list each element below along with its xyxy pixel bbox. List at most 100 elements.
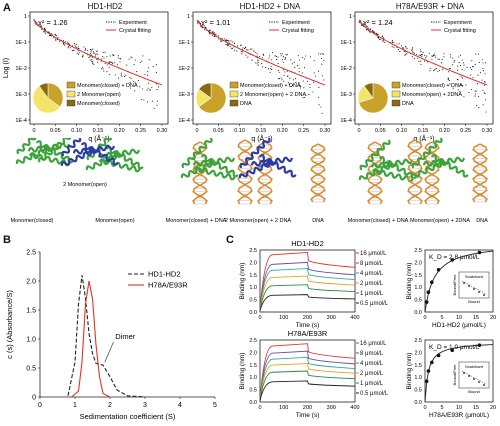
experiment-point: [96, 58, 98, 60]
experiment-point: [420, 49, 422, 51]
experiment-point: [253, 50, 255, 52]
saxs-plot-2: 1 1E-1 1E-2 1E-3 1E-4 0 0.05 0.10 0.15 0.20 0.25 0.…: [178, 11, 332, 143]
experiment-point: [50, 33, 52, 35]
experiment-point: [478, 106, 480, 108]
experiment-point: [198, 20, 200, 22]
experiment-point: [142, 55, 144, 57]
experiment-point: [270, 65, 272, 67]
y-tick-label: 1.5: [414, 273, 422, 279]
experiment-point: [474, 64, 476, 66]
alpha-helix: [85, 151, 125, 171]
sensorgram-trace: [259, 284, 356, 311]
experiment-point: [405, 47, 407, 49]
experiment-point: [360, 20, 362, 22]
experiment-point: [270, 68, 272, 70]
experiment-point: [268, 57, 270, 59]
binding-point: [477, 343, 482, 347]
experiment-point: [130, 77, 132, 80]
alpha-helix: [259, 154, 297, 178]
experiment-point: [139, 86, 141, 88]
experiment-point: [434, 55, 436, 57]
scatchard-xlabel: Bound: [468, 299, 480, 304]
complex-structure: [238, 138, 297, 179]
experiment-point: [460, 65, 462, 67]
experiment-point: [468, 91, 470, 94]
experiment-point: [402, 47, 404, 49]
experiment-point: [481, 79, 483, 81]
experiment-point: [365, 26, 367, 28]
legend-label: H78A/E93R: [148, 281, 188, 290]
binding-label: Binding (nm): [239, 263, 246, 300]
experiment-point: [121, 75, 123, 77]
experiment-point: [244, 47, 246, 49]
experiment-point: [233, 42, 235, 44]
experiment-point: [285, 54, 287, 56]
pie-slice: [32, 85, 61, 114]
experiment-point: [377, 37, 379, 39]
crystal-fit-line: [196, 19, 326, 86]
x-tick-label: 5: [440, 405, 443, 411]
kd-label: K_D = 1.0 μmol/L: [429, 344, 480, 351]
experiment-point: [433, 53, 435, 55]
experiment-point: [297, 55, 299, 57]
experiment-point: [262, 66, 264, 68]
experiment-point: [227, 43, 229, 45]
experiment-point: [298, 82, 300, 84]
experiment-point: [453, 60, 455, 62]
experiment-point: [470, 74, 472, 76]
experiment-point: [283, 80, 285, 82]
alpha-helix: [379, 156, 417, 180]
alpha-helix: [194, 166, 236, 181]
sensorgram-trace: [259, 252, 356, 311]
experiment-point: [93, 52, 95, 54]
sensorgram-trace: [259, 294, 356, 311]
y-axis-label: c (s) (Absorbance/S): [5, 290, 14, 359]
experiment-point: [289, 77, 291, 79]
sensorgram-trace: [259, 370, 356, 401]
conc-axis-label: HD1-HD2 (μmol/L): [432, 322, 486, 329]
experiment-point: [423, 60, 426, 62]
experiment-point: [443, 56, 445, 58]
experiment-point: [136, 71, 138, 73]
sensorgram-trace: [259, 261, 356, 311]
saturation-frame: [424, 249, 494, 313]
experiment-point: [313, 59, 315, 61]
experiment-point: [227, 40, 229, 42]
experiment-point: [257, 60, 259, 62]
experiment-point: [255, 62, 257, 64]
time-label: Time (s): [296, 322, 320, 329]
experiment-point: [429, 70, 431, 72]
experiment-point: [280, 77, 282, 79]
experiment-point: [460, 83, 462, 85]
experiment-point: [274, 55, 276, 57]
experiment-point: [241, 53, 243, 55]
experiment-point: [147, 71, 149, 73]
sensorgram-trace: [259, 356, 356, 401]
experiment-point: [420, 54, 422, 56]
experiment-point: [309, 83, 311, 86]
monomer-open-structure: [85, 138, 144, 173]
dna-strand: [237, 139, 253, 205]
alpha-helix: [410, 159, 450, 179]
experiment-point: [411, 48, 413, 50]
experiment-point: [231, 48, 233, 50]
experiment-point: [481, 59, 483, 61]
experiment-point: [120, 72, 122, 74]
kd-label: K_D = 2.8 μmol/L: [429, 254, 480, 261]
fit-curve: [424, 344, 494, 403]
concentration-label: 8 μmol/L: [360, 351, 384, 357]
y-tick-label: 2.5: [26, 250, 36, 257]
experiment-point: [126, 64, 128, 66]
x-tick-label: 0.25: [298, 128, 309, 134]
experiment-point: [457, 89, 459, 91]
y-tick-label: 2.5: [414, 338, 422, 344]
sedimentation-chart: 0 0.5 1.0 1.5 2.0 2.5 0 1 2 3 4 5 Sedimentation coef…: [5, 250, 217, 422]
y-tick-label: 2.0: [249, 350, 257, 356]
experiment-point: [422, 52, 424, 54]
experiment-point: [43, 28, 46, 30]
experiment-point: [155, 64, 157, 66]
panel-b-label: B: [3, 234, 11, 246]
experiment-point: [81, 55, 83, 57]
x-tick-label: 0.10: [234, 128, 245, 134]
x-tick-label: 0.30: [157, 128, 168, 134]
